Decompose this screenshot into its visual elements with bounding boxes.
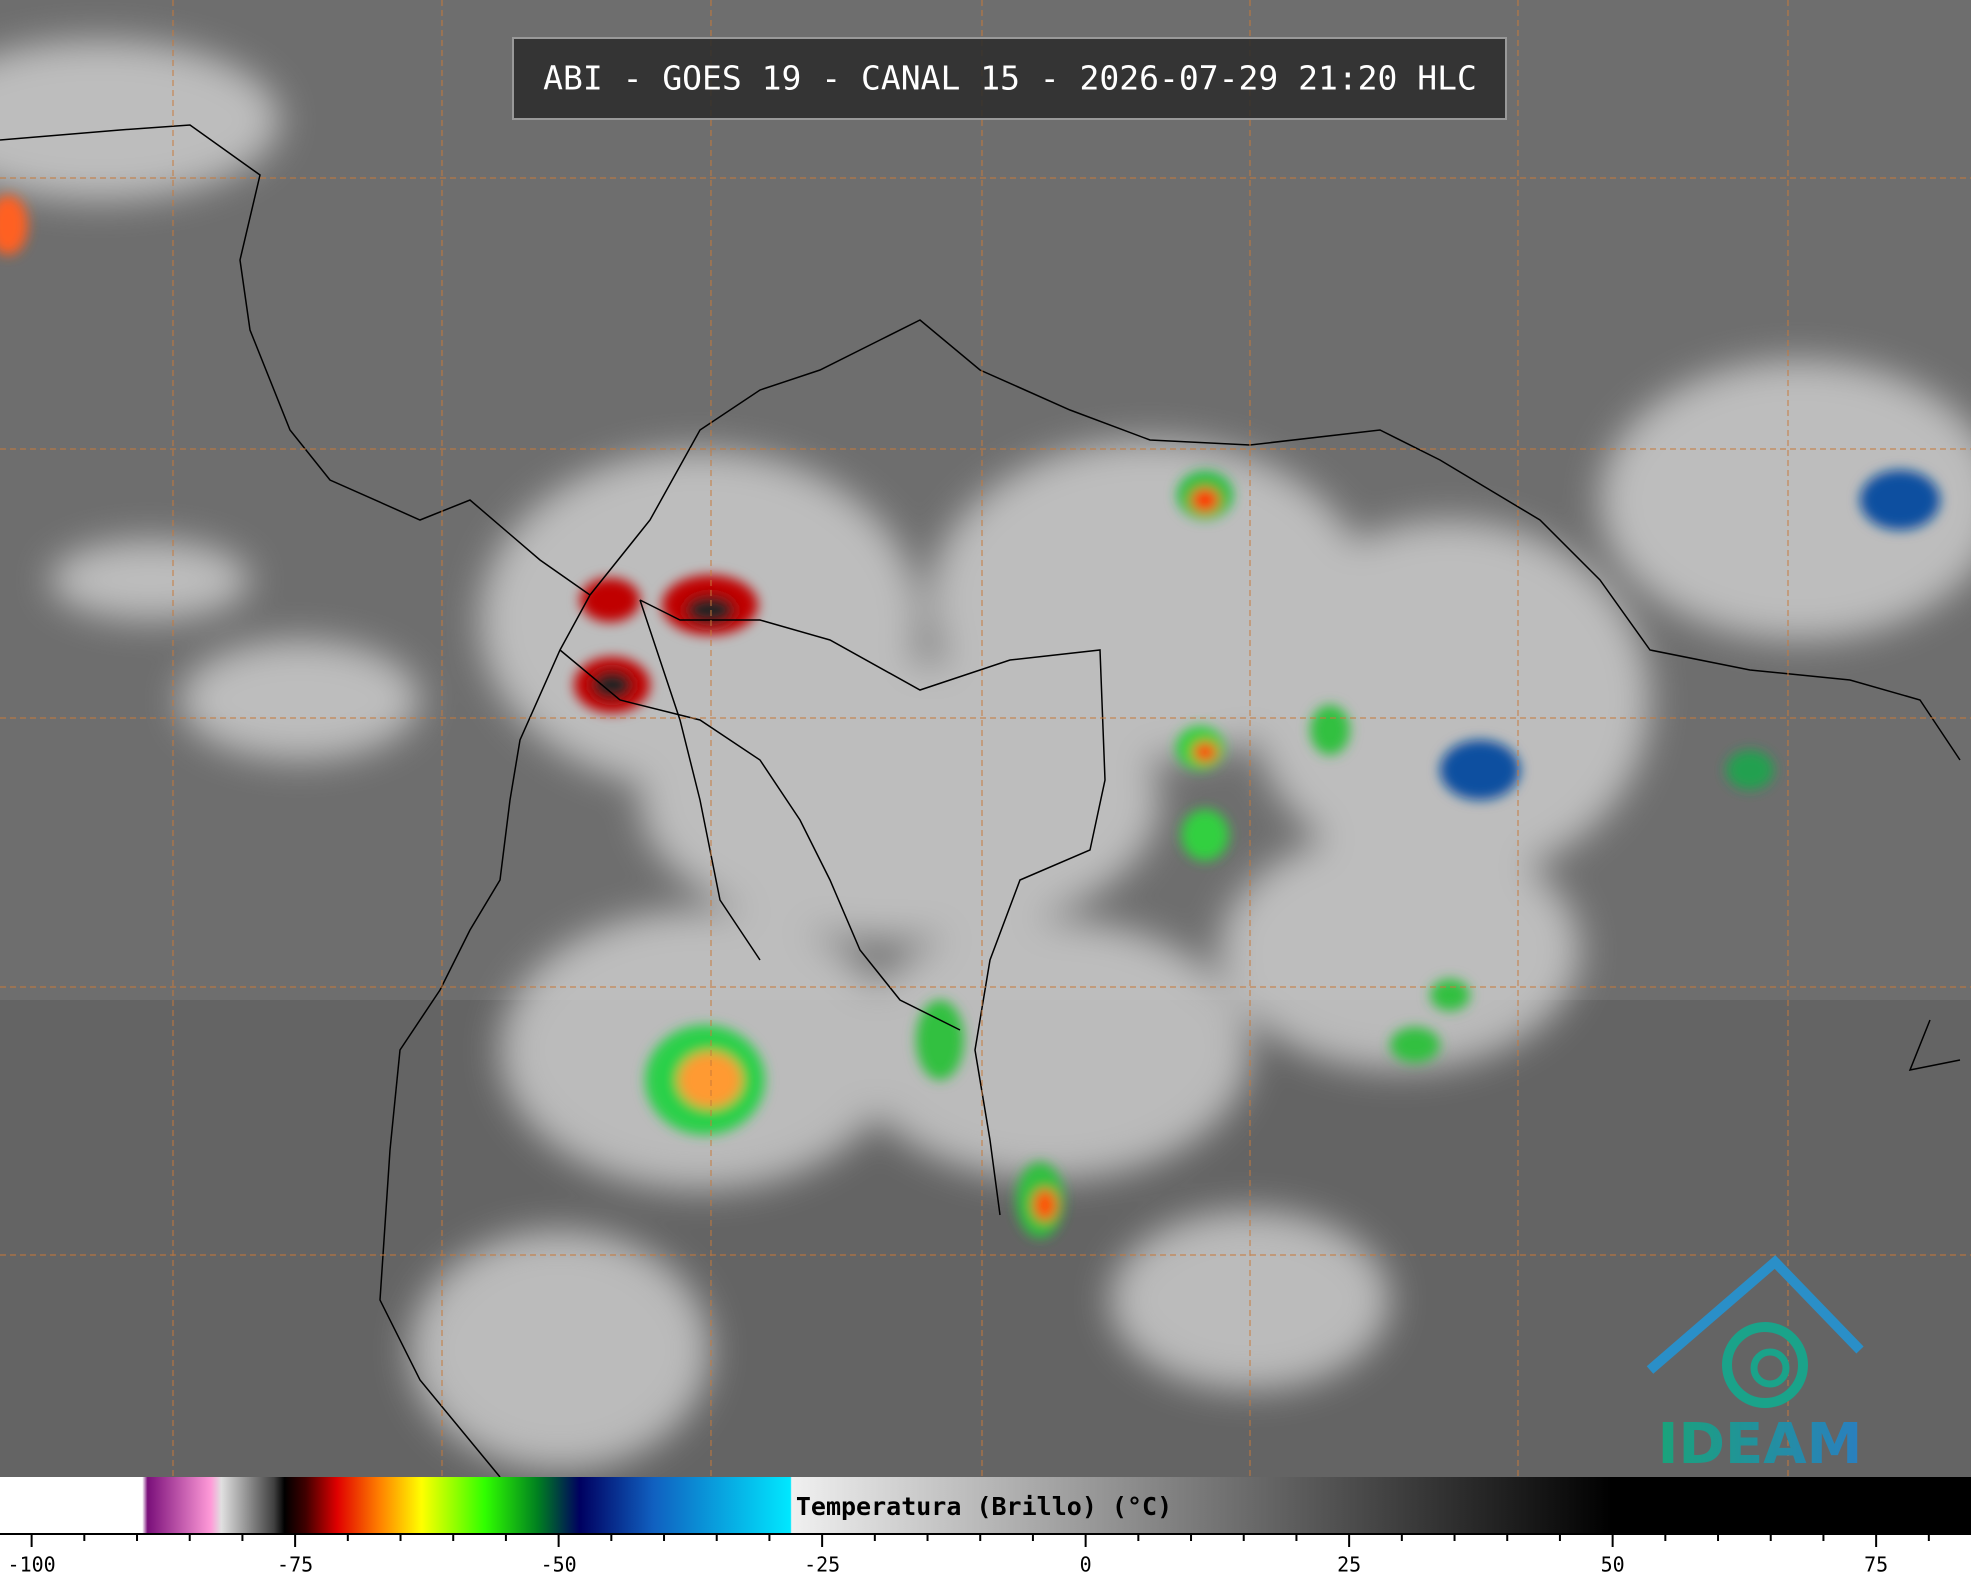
tick-label: 50 (1601, 1553, 1625, 1577)
tick-label: -25 (804, 1553, 840, 1577)
tick-label: -50 (541, 1553, 577, 1577)
title-box: ABI - GOES 19 - CANAL 15 - 2026-07-29 21… (512, 37, 1507, 120)
map: ABI - GOES 19 - CANAL 15 - 2026-07-29 21… (0, 0, 1971, 1478)
title-background (512, 37, 1507, 120)
colorbar-gradient (0, 1477, 1971, 1534)
tick-label: -100 (8, 1553, 56, 1577)
tick-label: 0 (1080, 1553, 1092, 1577)
tick-label: 75 (1864, 1553, 1888, 1577)
logo-text: IDEAM (1658, 1412, 1863, 1477)
tick-label: 25 (1337, 1553, 1361, 1577)
logo: IDEAM (1646, 1255, 1864, 1477)
colorbar-label: Temperatura (Brillo) (°C) (796, 1492, 1172, 1521)
title: ABI - GOES 19 - CANAL 15 - 2026-07-29 21… (543, 59, 1477, 98)
graticule (0, 0, 1971, 1477)
colorbar: Temperatura (Brillo) (°C) -100 -75 -50 -25 0 2… (0, 1477, 1971, 1577)
tick-label: -75 (277, 1553, 313, 1577)
colorbar-axis-background (0, 1534, 1971, 1577)
storm-cells (0, 195, 1940, 1238)
coastlines (0, 124, 1961, 1478)
